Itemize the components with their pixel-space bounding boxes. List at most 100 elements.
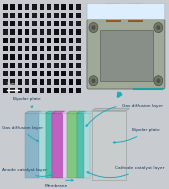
Bar [69,13,73,18]
FancyBboxPatch shape [87,19,165,89]
Bar [44,3,47,94]
Circle shape [154,22,163,33]
Circle shape [156,25,160,30]
Bar [10,46,15,51]
Bar [54,5,59,9]
Bar [18,71,22,76]
Bar [69,46,73,51]
Bar [40,88,44,93]
Polygon shape [46,111,55,113]
Bar [76,29,80,35]
Bar [25,80,29,84]
Bar [37,3,40,94]
Bar [106,3,120,21]
Bar [69,80,73,84]
Bar [18,5,22,9]
Bar [25,113,39,178]
Bar [54,88,59,93]
Bar [32,80,37,84]
Bar [18,80,22,84]
Bar [47,38,51,43]
Bar [18,46,22,51]
Bar [18,54,22,60]
Bar [3,13,8,18]
Bar [62,80,66,84]
Bar [40,29,44,35]
Bar [47,29,51,35]
Text: Membrane: Membrane [44,179,73,188]
Text: Anode catalyst layer: Anode catalyst layer [2,168,52,176]
Bar [47,63,51,68]
Bar [69,29,73,35]
Bar [40,38,44,43]
Bar [18,63,22,68]
Bar [10,63,15,68]
Bar [47,88,51,93]
Bar [69,54,73,60]
Bar [54,71,59,76]
Bar [47,80,51,84]
Bar [18,21,22,26]
Bar [2,93,82,96]
Bar [32,63,37,68]
Text: 1 μm: 1 μm [7,82,14,86]
Bar [3,46,8,51]
Bar [25,63,29,68]
Bar [25,29,29,35]
Polygon shape [52,111,66,113]
Bar [32,13,37,18]
Bar [40,54,44,60]
Bar [62,88,66,93]
Bar [73,3,76,94]
Bar [40,5,44,9]
Circle shape [89,76,98,86]
Bar [39,113,46,178]
Text: PEM electrolyzer: PEM electrolyzer [103,9,149,14]
Bar [67,113,77,178]
Bar [10,88,15,93]
Bar [32,38,37,43]
Bar [69,21,73,26]
Bar [25,21,29,26]
Bar [18,13,22,18]
Bar [62,71,66,76]
Bar [69,38,73,43]
Bar [62,38,66,43]
Bar [2,26,82,29]
Circle shape [154,76,163,86]
Bar [3,54,8,60]
Bar [2,10,82,13]
Bar [32,54,37,60]
Polygon shape [25,111,42,113]
Bar [40,46,44,51]
Bar [40,80,44,84]
Bar [25,54,29,60]
Polygon shape [92,108,129,111]
Bar [54,13,59,18]
Bar [3,38,8,43]
Bar [18,29,22,35]
Bar [32,21,37,26]
Bar [10,29,15,35]
Bar [2,60,82,63]
Bar [51,3,54,94]
Bar [2,18,82,21]
Bar [3,5,8,9]
Bar [47,54,51,60]
Polygon shape [67,111,80,113]
Bar [76,71,80,76]
Polygon shape [77,111,87,113]
Bar [3,63,8,68]
Bar [47,13,51,18]
Bar [32,5,37,9]
Bar [15,3,18,94]
Bar [10,38,15,43]
Bar [47,46,51,51]
Bar [2,85,82,88]
Bar [18,88,22,93]
Bar [54,29,59,35]
Bar [63,113,67,178]
Bar [69,5,73,9]
Bar [2,68,82,71]
Bar [3,88,8,93]
